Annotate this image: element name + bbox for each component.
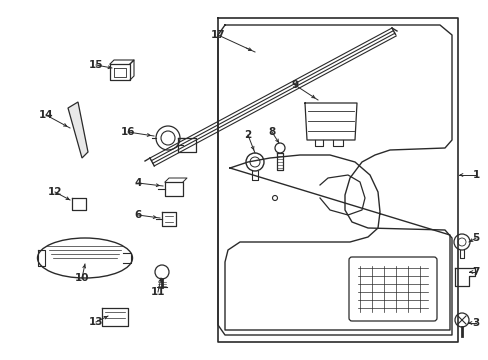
Text: 1: 1 xyxy=(471,170,479,180)
FancyBboxPatch shape xyxy=(348,257,436,321)
Text: 7: 7 xyxy=(471,267,479,277)
Text: 11: 11 xyxy=(150,287,165,297)
Ellipse shape xyxy=(38,238,132,278)
Text: 8: 8 xyxy=(268,127,275,137)
Text: 15: 15 xyxy=(88,60,103,70)
Text: 4: 4 xyxy=(134,178,142,188)
Circle shape xyxy=(454,313,468,327)
Circle shape xyxy=(161,131,175,145)
Text: 12: 12 xyxy=(48,187,62,197)
Text: 16: 16 xyxy=(121,127,135,137)
Text: 3: 3 xyxy=(471,318,479,328)
Text: 10: 10 xyxy=(75,273,89,283)
Text: 14: 14 xyxy=(39,110,53,120)
Text: 2: 2 xyxy=(244,130,251,140)
Circle shape xyxy=(155,265,169,279)
Text: 5: 5 xyxy=(471,233,479,243)
Text: 6: 6 xyxy=(134,210,142,220)
Circle shape xyxy=(249,157,260,167)
Circle shape xyxy=(272,195,277,201)
Circle shape xyxy=(274,143,285,153)
Circle shape xyxy=(156,126,180,150)
Text: 9: 9 xyxy=(291,80,298,90)
Circle shape xyxy=(457,238,465,246)
Text: 13: 13 xyxy=(88,317,103,327)
Text: 17: 17 xyxy=(210,30,225,40)
Polygon shape xyxy=(68,102,88,158)
Circle shape xyxy=(453,234,469,250)
Circle shape xyxy=(245,153,264,171)
